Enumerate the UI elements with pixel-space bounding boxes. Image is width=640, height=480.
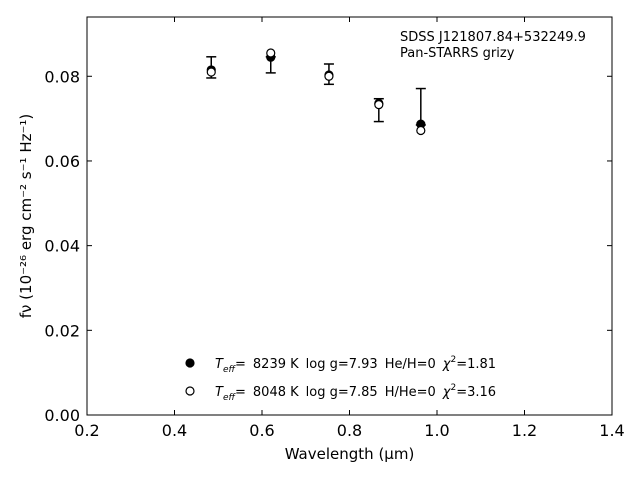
- legend-entry: Teff= 8239 K log g=7.93 He/H=0 χ2=1.81: [215, 355, 496, 375]
- logg-value: log g=7.93: [306, 357, 378, 372]
- teff-value: 8239 K: [253, 357, 299, 372]
- chi-value: =3.16: [456, 385, 496, 400]
- teff-equals: =: [235, 385, 246, 400]
- y-axis-label: fν (10⁻²⁶ erg cm⁻² s⁻¹ Hz⁻¹): [17, 114, 35, 319]
- chi-symbol: χ: [442, 357, 452, 372]
- y-tick-label: 0.02: [44, 321, 80, 340]
- y-tick-label: 0.08: [44, 67, 80, 86]
- chi-value: =1.81: [456, 357, 496, 372]
- teff-equals: =: [235, 357, 246, 372]
- composition-value: H/He=0: [385, 385, 436, 400]
- y-tick-label: 0.04: [44, 237, 80, 256]
- teff-subscript: eff: [223, 365, 237, 375]
- model-point-open: [266, 48, 276, 58]
- y-tick-label: 0.06: [44, 152, 80, 171]
- annotation-line: Pan-STARRS grizy: [400, 46, 515, 61]
- legend-entry: Teff= 8048 K log g=7.85 H/He=0 χ2=3.16: [215, 383, 496, 403]
- legend-marker: [185, 386, 195, 396]
- x-tick-label: 1.0: [424, 421, 449, 440]
- plot-area: [206, 48, 426, 136]
- x-tick-label: 1.4: [599, 421, 624, 440]
- model-point-open: [206, 67, 216, 77]
- teff-symbol: T: [215, 385, 224, 400]
- y-tick-label: 0.00: [44, 406, 80, 425]
- legend-marker: [185, 358, 195, 368]
- model-point-open: [324, 71, 334, 81]
- chi-superscript: 2: [451, 383, 457, 393]
- logg-value: log g=7.85: [306, 385, 378, 400]
- x-tick-label: 0.4: [162, 421, 187, 440]
- x-tick-label: 1.2: [512, 421, 537, 440]
- chi-superscript: 2: [451, 355, 457, 365]
- teff-symbol: T: [215, 357, 224, 372]
- x-axis-label: Wavelength (μm): [285, 445, 415, 463]
- model-point-open: [374, 100, 384, 110]
- teff-subscript: eff: [223, 393, 237, 403]
- x-tick-label: 0.6: [249, 421, 274, 440]
- composition-value: He/H=0: [385, 357, 436, 372]
- x-tick-label: 0.8: [337, 421, 362, 440]
- axes-frame: [86, 16, 613, 416]
- teff-value: 8048 K: [253, 385, 299, 400]
- model-point-open: [416, 125, 426, 136]
- x-tick-label: 0.2: [74, 421, 99, 440]
- annotation-line: SDSS J121807.84+532249.9: [400, 30, 586, 45]
- chi-symbol: χ: [442, 385, 452, 400]
- axes: 0.2 0.4 0.6 0.8 1.0 1.2 1.4 0.00 0.02 0.04 0.06 0.0…: [17, 16, 625, 463]
